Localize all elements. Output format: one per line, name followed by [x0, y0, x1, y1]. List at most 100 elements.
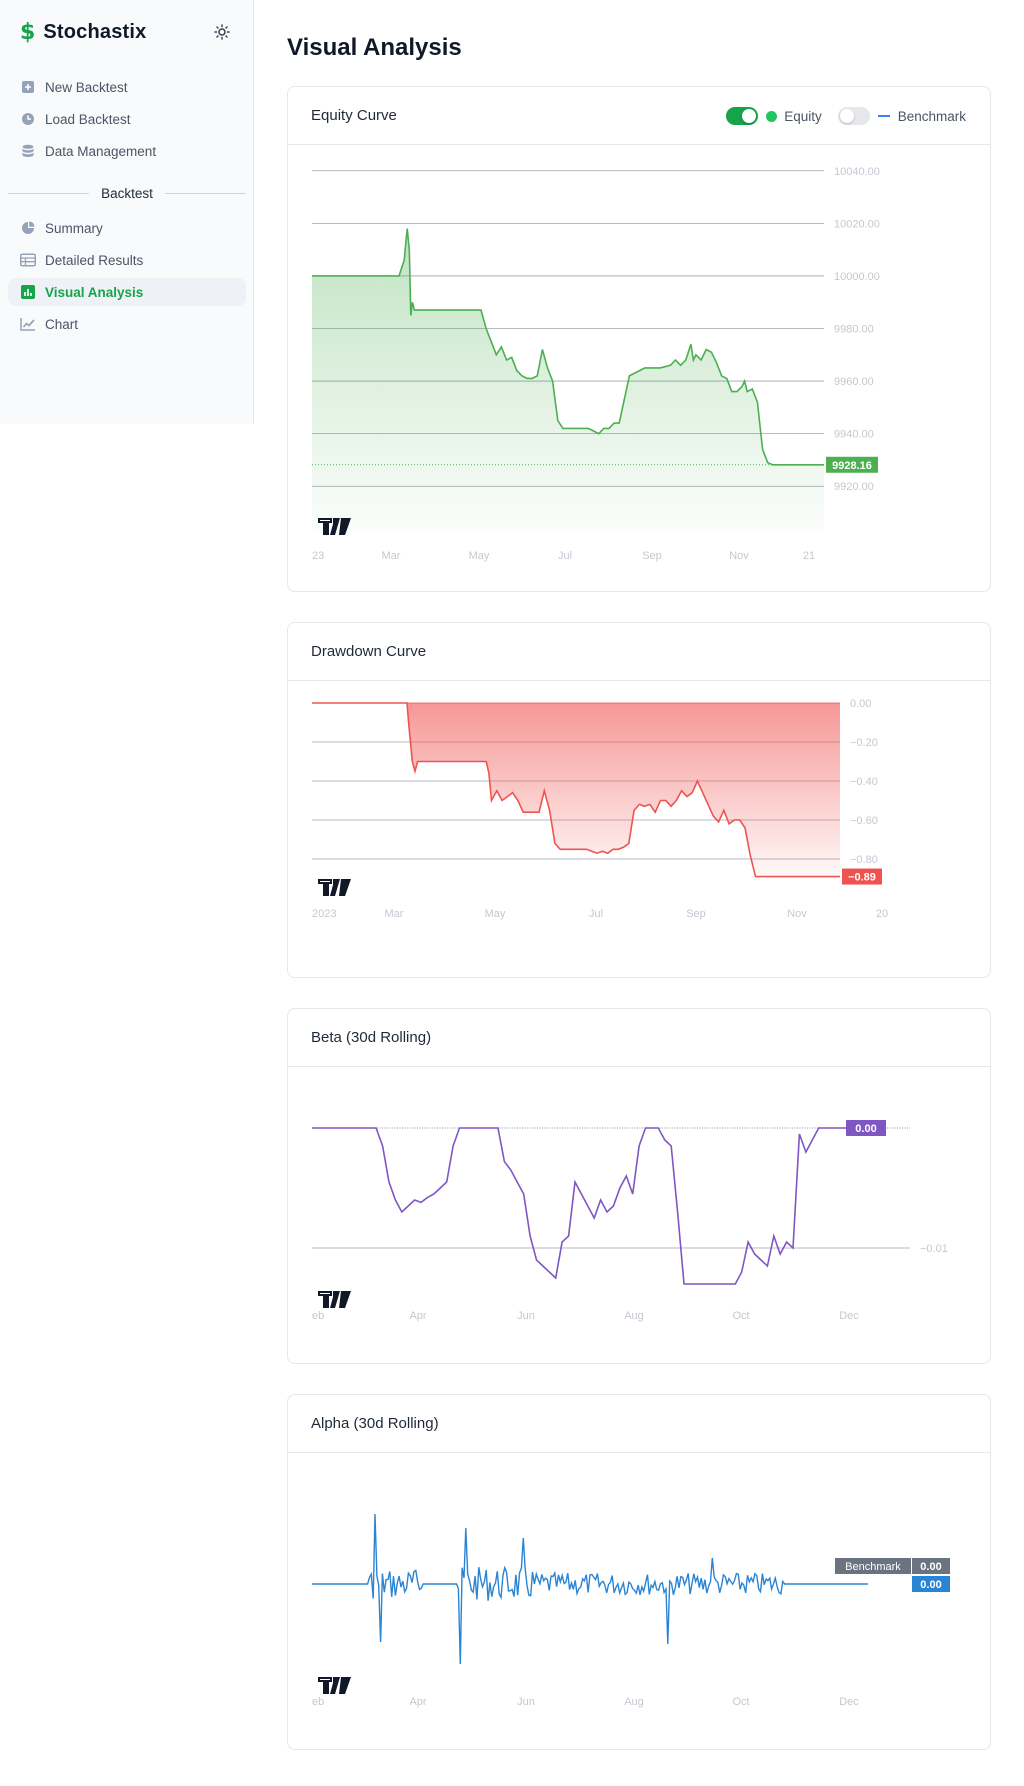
x-tick-label: Apr — [409, 1696, 426, 1708]
sidebar: $ Stochastix New Backtest Load Backtest … — [0, 0, 254, 424]
top-nav: New Backtest Load Backtest Data Manageme… — [8, 73, 246, 169]
x-tick-label: Oct — [732, 1696, 749, 1708]
page-title: Visual Analysis — [287, 34, 462, 61]
y-tick-label: 0.00 — [850, 698, 871, 710]
x-tick-label: Sep — [642, 550, 662, 562]
x-tick-label: Mar — [382, 550, 401, 562]
nav-visual-analysis[interactable]: Visual Analysis — [8, 278, 246, 306]
x-tick-label: Apr — [409, 1310, 426, 1322]
equity-chart[interactable]: 10040.00 10020.00 10000.00 9980.00 9960.00 99… — [288, 145, 990, 591]
y-tick-label: 9980.00 — [834, 324, 874, 336]
x-tick-label: Aug — [624, 1310, 644, 1322]
plus-square-icon — [20, 79, 36, 95]
y-tick-label: 10040.00 — [834, 166, 880, 178]
y-tick-label: 9920.00 — [834, 481, 874, 493]
x-tick-label: Nov — [787, 908, 807, 920]
beta-chart[interactable]: −0.01 0.00 eb Apr Jun Aug Oct Dec — [288, 1067, 990, 1363]
brand[interactable]: $ Stochastix — [20, 19, 147, 45]
tradingview-logo-icon — [318, 879, 351, 896]
nav-label: Load Backtest — [45, 111, 131, 127]
benchmark-value-tag-bg — [912, 1558, 950, 1574]
x-tick-label: Nov — [729, 550, 749, 562]
benchmark-value-tag: 0.00 — [920, 1561, 941, 1573]
y-tick-label: 9960.00 — [834, 376, 874, 388]
line-chart-icon — [20, 316, 36, 332]
last-value-tag: −0.89 — [848, 872, 876, 884]
equity-line — [312, 228, 824, 466]
beta-card: Beta (30d Rolling) −0.01 0.00 eb Apr Jun Aug O… — [287, 1008, 991, 1364]
app-name: Stochastix — [43, 20, 147, 43]
nav-label: Detailed Results — [45, 252, 144, 268]
last-value-tag-bg — [846, 1120, 886, 1136]
x-tick-label: eb — [312, 1696, 324, 1708]
equity-dot-icon — [766, 110, 778, 122]
equity-title: Equity Curve — [311, 107, 397, 124]
last-value-tag: 0.00 — [855, 1123, 876, 1135]
nav-chart[interactable]: Chart — [8, 310, 246, 338]
drawdown-title: Drawdown Curve — [311, 643, 427, 660]
sun-icon[interactable] — [212, 22, 232, 42]
drawdown-card: Drawdown Curve 0.00 −0.20 −0.40 −0.60 −0.80 −… — [287, 622, 991, 978]
nav-data-management[interactable]: Data Management — [8, 137, 246, 165]
last-value-tag-bg — [842, 868, 882, 885]
bar-chart-icon — [20, 284, 36, 300]
alpha-chart[interactable]: Benchmark 0.00 0.00 eb Apr Jun Aug Oct Dec — [288, 1453, 990, 1749]
drawdown-chart[interactable]: 0.00 −0.20 −0.40 −0.60 −0.80 −0.89 2023 Mar May J… — [288, 681, 990, 977]
drawdown-area — [312, 703, 840, 877]
nav-label: Data Management — [45, 143, 157, 159]
benchmark-tag: Benchmark — [845, 1561, 901, 1573]
x-tick-label: 20 — [876, 908, 888, 920]
x-tick-label: May — [469, 550, 490, 562]
x-tick-label: 23 — [312, 550, 324, 562]
x-tick-label: Jul — [558, 550, 572, 562]
nav-new-backtest[interactable]: New Backtest — [8, 73, 246, 101]
tradingview-logo-icon — [318, 1677, 351, 1694]
x-tick-label: Jun — [517, 1696, 535, 1708]
last-value-tag-bg — [912, 1576, 950, 1592]
tradingview-logo-icon — [318, 518, 351, 535]
x-tick-label: Oct — [732, 1310, 749, 1322]
beta-line — [312, 1127, 870, 1285]
last-value-tag: 9928.16 — [832, 460, 872, 472]
x-tick-label: 21 — [803, 550, 815, 562]
benchmark-line-icon — [877, 115, 890, 117]
last-value-tag: 0.00 — [920, 1579, 941, 1591]
backtest-nav: Summary Detailed Results Visual Analysis… — [8, 214, 246, 342]
y-tick-label: 10020.00 — [834, 218, 880, 230]
alpha-card: Alpha (30d Rolling) Benchmark 0.00 0.00 eb A… — [287, 1394, 991, 1750]
x-tick-label: Dec — [839, 1310, 859, 1322]
nav-detailed-results[interactable]: Detailed Results — [8, 246, 246, 274]
x-tick-label: Jun — [517, 1310, 535, 1322]
beta-card-header: Beta (30d Rolling) — [288, 1009, 990, 1067]
x-tick-label: May — [485, 908, 506, 920]
alpha-card-header: Alpha (30d Rolling) — [288, 1395, 990, 1453]
benchmark-tag-bg — [835, 1558, 911, 1574]
nav-load-backtest[interactable]: Load Backtest — [8, 105, 246, 133]
nav-label: Summary — [45, 220, 103, 236]
nav-label: Visual Analysis — [45, 284, 144, 300]
last-value-tag-bg — [826, 456, 878, 473]
x-tick-label: eb — [312, 1310, 324, 1322]
equity-legend-label: Equity — [784, 108, 822, 124]
beta-title: Beta (30d Rolling) — [311, 1029, 432, 1046]
x-tick-label: Mar — [385, 908, 404, 920]
nav-label: Chart — [45, 316, 79, 332]
pie-chart-icon — [20, 220, 36, 236]
drawdown-line — [312, 702, 840, 878]
x-tick-label: Dec — [839, 1696, 859, 1708]
equity-toggle[interactable] — [726, 107, 759, 125]
nav-label: New Backtest — [45, 79, 128, 95]
y-tick-label: 9940.00 — [834, 429, 874, 441]
benchmark-legend-label: Benchmark — [897, 108, 966, 124]
benchmark-toggle[interactable] — [837, 107, 870, 125]
clock-icon — [20, 111, 36, 127]
equity-card: Equity Curve Equity Benchmark 10040.00 10… — [287, 86, 991, 592]
equity-legend: Equity Benchmark — [726, 87, 966, 145]
nav-summary[interactable]: Summary — [8, 214, 246, 242]
tradingview-logo-icon — [318, 1291, 351, 1308]
dollar-icon: $ — [20, 19, 36, 45]
drawdown-card-header: Drawdown Curve — [288, 623, 990, 681]
y-tick-label: 10000.00 — [834, 271, 880, 283]
alpha-title: Alpha (30d Rolling) — [311, 1415, 439, 1432]
equity-area — [312, 228, 824, 532]
